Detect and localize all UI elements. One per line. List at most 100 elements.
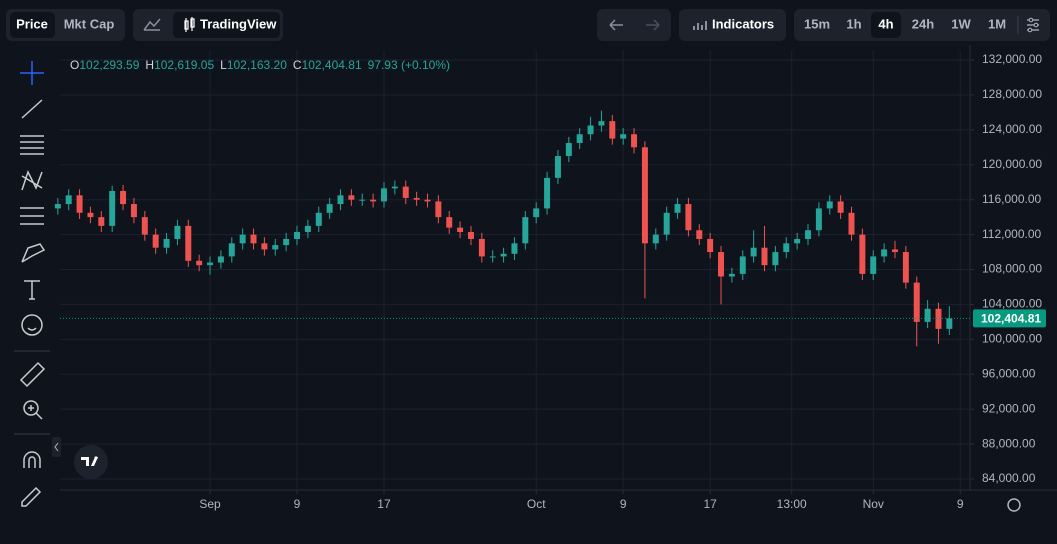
candle-body <box>402 186 409 198</box>
price-btn[interactable]: Price <box>16 16 48 31</box>
candle-body <box>217 256 224 263</box>
interval-active-bg[interactable] <box>871 12 901 38</box>
interval-btn[interactable]: 24h <box>912 16 934 31</box>
last-price-label: 102,404.81 <box>981 312 1041 326</box>
legend-value: 102,293.59 <box>79 58 139 72</box>
interval-btn[interactable]: 1h <box>846 16 861 31</box>
candle-body <box>511 243 518 254</box>
price-btn-bg[interactable] <box>10 12 55 38</box>
lock-tool[interactable] <box>21 486 42 507</box>
candle-body <box>304 225 311 232</box>
candle-body <box>739 256 746 274</box>
knob <box>1027 27 1033 33</box>
collapse-btn[interactable] <box>52 437 61 457</box>
candle-body <box>500 253 507 257</box>
interval-btn[interactable]: 1W <box>951 16 971 31</box>
candle-body <box>565 142 572 157</box>
candle-body <box>272 245 279 250</box>
y-tick-label: 112,000.00 <box>982 227 1041 241</box>
crosshair-tool[interactable] <box>20 61 44 85</box>
brush-tool[interactable] <box>21 243 46 263</box>
tv-btn[interactable]: TradingView <box>200 16 277 31</box>
y-tick-label: 128,000.00 <box>982 87 1042 101</box>
candle-body <box>261 243 268 250</box>
x-tick-label: 9 <box>620 497 627 511</box>
back-btn[interactable] <box>609 19 623 31</box>
candle-body <box>837 201 844 213</box>
candle-body <box>65 195 72 205</box>
candle-body <box>826 201 833 209</box>
candle-body <box>946 318 953 329</box>
candle-body <box>859 234 866 274</box>
candle-body <box>902 252 909 283</box>
forward-btn[interactable] <box>646 19 660 31</box>
axis-settings[interactable] <box>1007 498 1021 512</box>
candle-body <box>587 125 594 135</box>
x-tick-label: Sep <box>199 497 221 511</box>
candle-body <box>381 188 387 202</box>
interval-btn[interactable]: 15m <box>804 16 830 31</box>
mktcap-btn[interactable]: Mkt Cap <box>64 16 115 31</box>
fib-tool[interactable] <box>20 207 44 225</box>
x-tick-label: Nov <box>863 497 884 511</box>
x-tick-label: Oct <box>527 497 546 511</box>
text-tool[interactable] <box>24 280 40 300</box>
interval-btn[interactable]: 4h <box>878 16 893 31</box>
candle-body <box>446 217 453 228</box>
x-tick-label: 9 <box>957 497 964 511</box>
candle-body <box>141 217 148 235</box>
candle-body <box>435 201 442 218</box>
intervals: 15m 1h 4h 24h 1W 1M <box>804 12 1006 38</box>
candle-body <box>554 156 561 178</box>
candle-body <box>631 134 638 148</box>
y-tick-label: 88,000.00 <box>982 436 1036 450</box>
candle-body <box>750 247 757 257</box>
magnet-tool[interactable] <box>23 451 41 468</box>
candle-body <box>283 238 290 246</box>
candle-body <box>881 249 888 257</box>
candle-body <box>457 227 464 232</box>
knob <box>1033 22 1039 28</box>
candle-body <box>120 190 127 205</box>
candle-body <box>294 231 301 239</box>
candle-body <box>207 262 214 266</box>
nav-group <box>597 9 671 41</box>
legend-value: 102,404.81 <box>302 58 362 72</box>
tv-btn-bg[interactable] <box>173 12 280 38</box>
legend-value: 102,619.05 <box>154 58 214 72</box>
pattern-tool[interactable] <box>21 170 43 191</box>
candle-icon <box>184 17 195 32</box>
candle-body <box>783 243 790 253</box>
interval-group <box>794 9 1050 41</box>
legend-key: H <box>145 58 154 72</box>
candle-body <box>522 217 529 244</box>
candle-body <box>891 249 898 253</box>
interval-btn[interactable]: 1M <box>988 16 1006 31</box>
candle-body <box>620 134 627 139</box>
indicators-btn[interactable]: Indicators <box>712 16 774 31</box>
channel-tool[interactable] <box>20 135 44 155</box>
candle-body <box>761 247 768 266</box>
zoom-tool[interactable] <box>23 400 39 416</box>
candle-body <box>489 256 496 258</box>
candle-body <box>707 238 714 253</box>
line-mode-icon[interactable] <box>143 18 161 31</box>
candle-body <box>467 231 474 239</box>
candle-body <box>935 308 942 329</box>
knob <box>1028 17 1034 23</box>
candle-body <box>250 234 257 244</box>
indicators-group <box>679 9 786 41</box>
emoji-tool[interactable] <box>21 314 43 336</box>
ruler-tool[interactable] <box>19 361 46 388</box>
legend-value: 102,163.20 <box>227 58 287 72</box>
drawing-tools <box>14 61 50 507</box>
candle-body <box>533 208 540 218</box>
candle-body <box>641 147 648 244</box>
line-tool[interactable] <box>21 99 43 119</box>
tv-logo-dot <box>94 456 98 460</box>
candle-body <box>391 186 398 189</box>
candle-body <box>315 212 322 226</box>
candle-body <box>337 195 344 205</box>
